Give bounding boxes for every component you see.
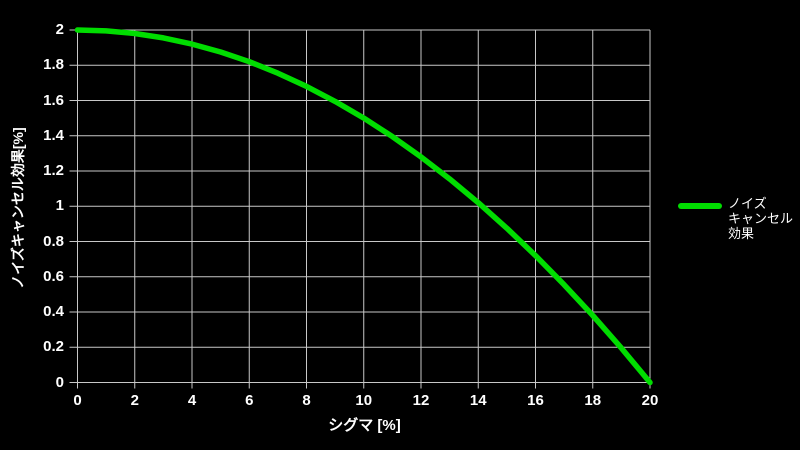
x-tick-label: 10 <box>355 392 373 409</box>
series-line <box>74 27 653 386</box>
x-tick-label: 12 <box>412 392 430 409</box>
y-axis-title: ノイズキャンセル効果[%] <box>10 127 26 289</box>
x-tick-label: 6 <box>245 392 254 409</box>
y-tick-label: 1.4 <box>43 126 64 144</box>
x-tick-label: 20 <box>641 392 659 409</box>
legend-line-sample-icon <box>678 203 722 209</box>
x-tick-label: 4 <box>187 392 197 409</box>
x-tick-label: 8 <box>302 392 311 409</box>
y-tick-label: 0 <box>55 373 64 391</box>
legend-series-label: ノイズ キャンセル 効果 <box>728 196 794 241</box>
y-tick-label: 0.4 <box>43 303 64 320</box>
y-tick-label: 0.8 <box>43 232 64 250</box>
x-tick-label: 14 <box>469 392 487 409</box>
x-tick-label: 2 <box>130 392 139 409</box>
y-tick-label: 1 <box>55 197 64 215</box>
y-tick-label: 1.8 <box>43 56 64 74</box>
y-tick-label: 1.6 <box>43 91 64 109</box>
y-tick-label: 2 <box>55 21 64 38</box>
x-tick-label: 0 <box>73 392 82 409</box>
x-axis-title: シグマ [%] <box>328 417 401 434</box>
x-tick-label: 18 <box>584 392 602 409</box>
y-tick-label: 0.2 <box>43 338 64 356</box>
x-tick-label: 16 <box>527 392 544 409</box>
y-tick-label: 1.2 <box>43 162 64 179</box>
legend: ノイズ キャンセル 効果 <box>678 196 793 241</box>
y-tick-label: 0.6 <box>43 267 64 285</box>
